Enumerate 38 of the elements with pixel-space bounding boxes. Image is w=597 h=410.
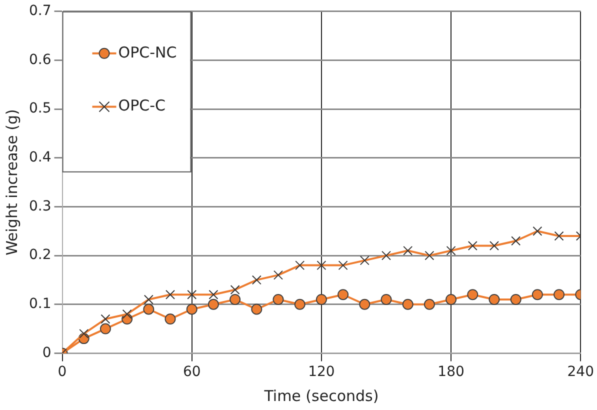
point	[186, 304, 198, 315]
x-tick-label: 0	[58, 364, 67, 380]
point	[208, 298, 219, 310]
point	[446, 294, 457, 305]
point	[230, 294, 241, 305]
y-tick-label: 0.3	[29, 198, 52, 214]
y-tick-label: 0.6	[29, 52, 52, 68]
point	[532, 289, 543, 300]
x-tick-label: 180	[438, 364, 464, 380]
y-tick-label: 0.5	[29, 100, 52, 117]
point	[316, 294, 327, 305]
legend-label: OPC-C	[118, 96, 166, 115]
point	[294, 298, 306, 310]
point	[424, 298, 435, 310]
point	[338, 289, 349, 300]
point	[380, 294, 392, 305]
point	[100, 323, 111, 334]
point	[359, 298, 370, 310]
point	[488, 294, 500, 305]
point	[251, 304, 262, 315]
y-axis-title: Weight increase (g)	[2, 109, 21, 256]
x-axis-title: Time (seconds)	[263, 386, 379, 405]
point	[554, 289, 565, 300]
point	[164, 314, 176, 325]
y-tick-label: 0.1	[29, 296, 52, 312]
point	[143, 304, 154, 315]
y-tick-label: 0.4	[29, 150, 52, 166]
y-tick-label: 0.2	[29, 247, 52, 264]
x-tick-label: 60	[182, 364, 201, 380]
x-tick-label: 240	[567, 364, 594, 380]
point	[510, 294, 522, 305]
y-tick-label: 0.7	[29, 3, 52, 20]
point	[272, 294, 284, 305]
y-tick-label: 0	[42, 344, 52, 361]
point	[402, 298, 414, 310]
x-tick-label: 120	[308, 364, 335, 380]
legend-label: OPC-NC	[118, 43, 177, 62]
point	[467, 289, 478, 300]
